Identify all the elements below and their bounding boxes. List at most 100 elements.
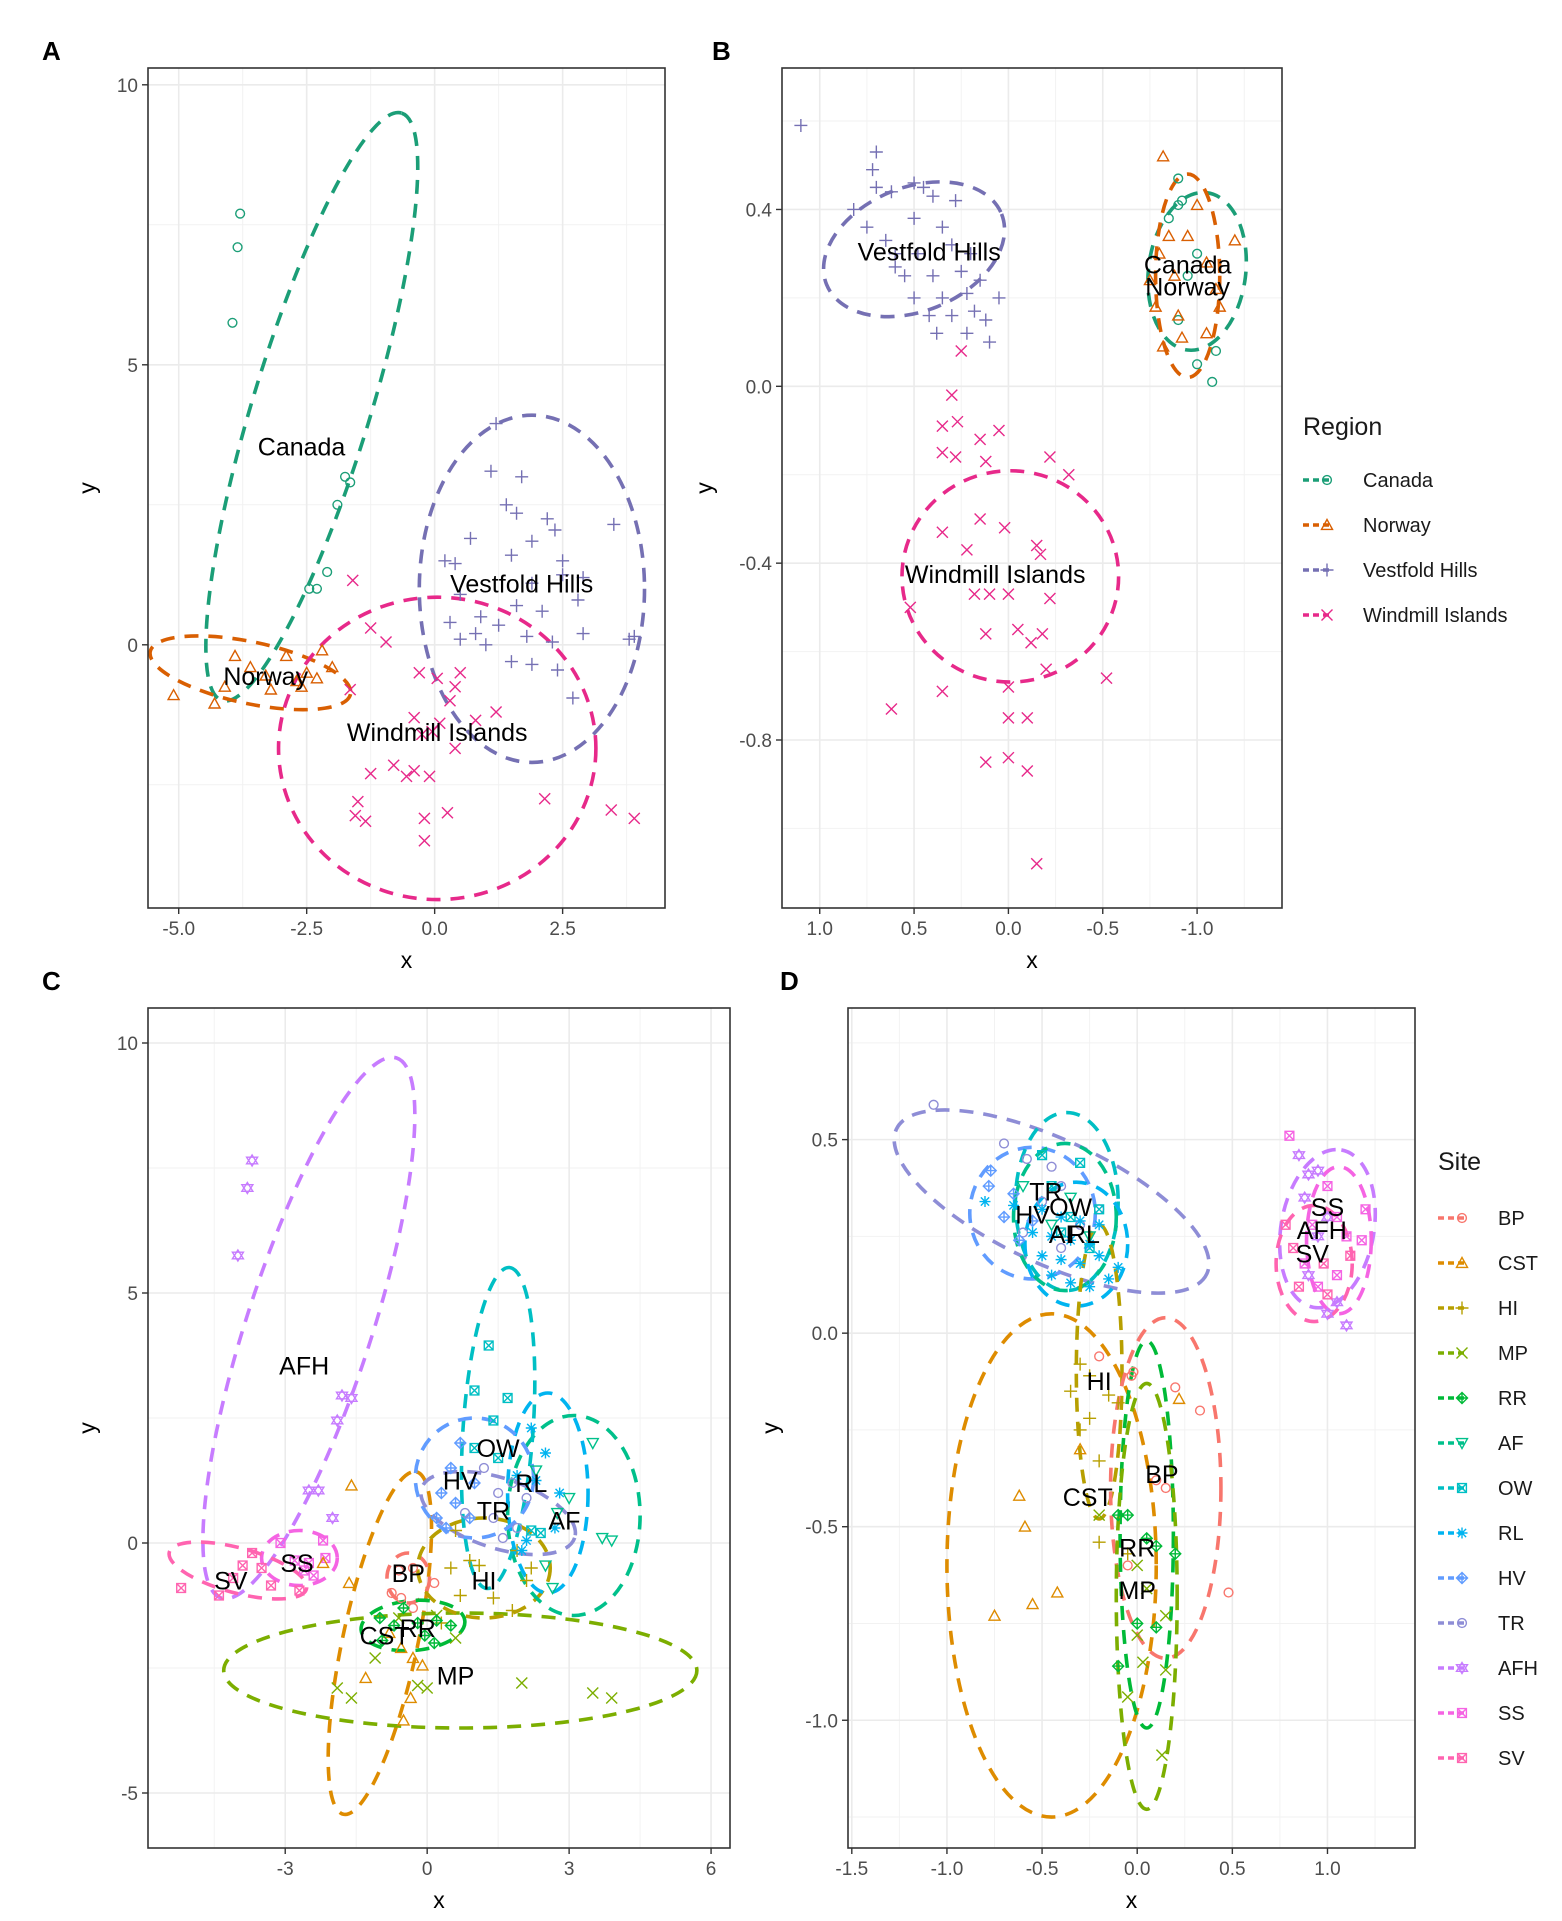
data-point-stroke bbox=[486, 1591, 500, 1605]
data-point bbox=[344, 683, 357, 696]
data-point bbox=[1002, 751, 1015, 764]
y-tick-label: -1.0 bbox=[805, 1711, 838, 1732]
data-point-stroke bbox=[430, 1511, 444, 1525]
data-point-stroke bbox=[429, 1577, 440, 1589]
cluster-label: RL bbox=[1068, 1221, 1100, 1249]
data-point bbox=[256, 1562, 267, 1574]
data-point bbox=[1301, 1268, 1316, 1282]
data-point-stroke bbox=[964, 247, 978, 261]
data-point bbox=[550, 1507, 564, 1520]
series-hv bbox=[430, 1436, 481, 1535]
legend-item: RL bbox=[1438, 1523, 1524, 1545]
data-point bbox=[403, 1691, 418, 1704]
data-point bbox=[998, 1138, 1010, 1149]
legend-item-label: HI bbox=[1498, 1298, 1518, 1320]
data-point bbox=[907, 176, 921, 190]
data-point-stroke bbox=[507, 1477, 518, 1489]
data-point-stroke bbox=[979, 756, 992, 769]
data-point-stroke bbox=[364, 767, 377, 780]
data-point bbox=[373, 1611, 387, 1625]
cluster-label: RR bbox=[1119, 1535, 1155, 1563]
data-point bbox=[954, 264, 968, 278]
data-point-stroke bbox=[1092, 1535, 1106, 1549]
data-point bbox=[1345, 1250, 1356, 1261]
region-legend-title: Region bbox=[1303, 413, 1382, 441]
data-point bbox=[1191, 248, 1203, 259]
data-point bbox=[218, 679, 232, 692]
data-point-stroke bbox=[979, 455, 992, 468]
data-point-stroke bbox=[1064, 1384, 1078, 1398]
data-point-stroke bbox=[1030, 857, 1043, 870]
y-tick-label: 0 bbox=[127, 1534, 138, 1555]
data-point bbox=[628, 812, 641, 825]
data-point bbox=[539, 1447, 551, 1459]
data-point bbox=[408, 764, 421, 777]
data-point-stroke bbox=[1036, 1250, 1048, 1262]
data-point bbox=[1036, 1150, 1048, 1161]
legend-key-marker-stroke bbox=[1320, 563, 1334, 577]
series-canada bbox=[227, 208, 356, 594]
data-point-stroke bbox=[1312, 1281, 1324, 1292]
legend-key-marker bbox=[1455, 1256, 1469, 1269]
site-legend-title: Site bbox=[1438, 1148, 1481, 1176]
data-point bbox=[449, 1632, 462, 1644]
data-point-stroke bbox=[1207, 376, 1218, 387]
data-point bbox=[320, 1552, 331, 1564]
data-point-stroke bbox=[1128, 1366, 1139, 1377]
data-point-stroke bbox=[535, 1527, 546, 1539]
data-point-stroke bbox=[1084, 1281, 1096, 1293]
ellipse-cst bbox=[945, 1312, 1159, 1819]
data-point bbox=[467, 1476, 481, 1490]
data-point bbox=[525, 576, 539, 590]
data-point bbox=[935, 291, 949, 305]
data-point bbox=[511, 1522, 523, 1534]
data-point bbox=[400, 770, 413, 783]
data-point-stroke bbox=[1063, 1192, 1078, 1205]
data-point-stroke bbox=[960, 286, 974, 300]
data-point bbox=[418, 834, 431, 847]
data-point-stroke bbox=[344, 1391, 359, 1405]
data-point bbox=[469, 627, 483, 641]
data-point-stroke bbox=[228, 1572, 239, 1584]
data-point-stroke bbox=[240, 1181, 255, 1195]
data-point-stroke bbox=[418, 1629, 432, 1642]
data-point bbox=[935, 220, 949, 234]
data-point-stroke bbox=[310, 671, 324, 684]
data-point bbox=[1043, 451, 1056, 464]
ellipse-rl bbox=[1023, 1180, 1130, 1308]
data-point-stroke bbox=[406, 1651, 420, 1664]
data-point bbox=[1046, 1180, 1057, 1192]
data-point bbox=[418, 812, 431, 825]
data-point-stroke bbox=[1025, 1597, 1040, 1610]
series-ow bbox=[469, 1340, 546, 1539]
data-point-stroke bbox=[469, 714, 482, 727]
data-point-stroke bbox=[431, 672, 444, 685]
data-point-stroke bbox=[359, 815, 372, 828]
series-cst bbox=[316, 1478, 430, 1726]
y-tick-label: 0.0 bbox=[812, 1324, 838, 1345]
data-point-stroke bbox=[1111, 1659, 1125, 1673]
data-point-stroke bbox=[979, 313, 993, 327]
data-point bbox=[1065, 1277, 1077, 1289]
x-tick-label: -1.0 bbox=[1181, 919, 1214, 940]
data-point bbox=[1191, 359, 1203, 370]
data-point bbox=[554, 1487, 566, 1499]
data-point bbox=[237, 1560, 248, 1571]
legend-item: MP bbox=[1438, 1343, 1528, 1365]
data-point bbox=[964, 247, 978, 261]
series-rl bbox=[511, 1422, 566, 1556]
data-point bbox=[304, 583, 315, 594]
data-point bbox=[949, 194, 963, 208]
data-point-stroke bbox=[1046, 1180, 1057, 1192]
data-point bbox=[562, 1492, 576, 1505]
data-point-stroke bbox=[408, 711, 421, 724]
data-point-stroke bbox=[443, 615, 457, 629]
data-point bbox=[345, 477, 356, 488]
data-point-stroke bbox=[525, 1422, 537, 1434]
data-point-stroke bbox=[1175, 330, 1189, 343]
data-point bbox=[1159, 1609, 1172, 1622]
data-point bbox=[444, 1619, 458, 1632]
data-point-stroke bbox=[1012, 1233, 1026, 1247]
data-point-stroke bbox=[951, 415, 964, 428]
series-ss bbox=[275, 1535, 331, 1581]
